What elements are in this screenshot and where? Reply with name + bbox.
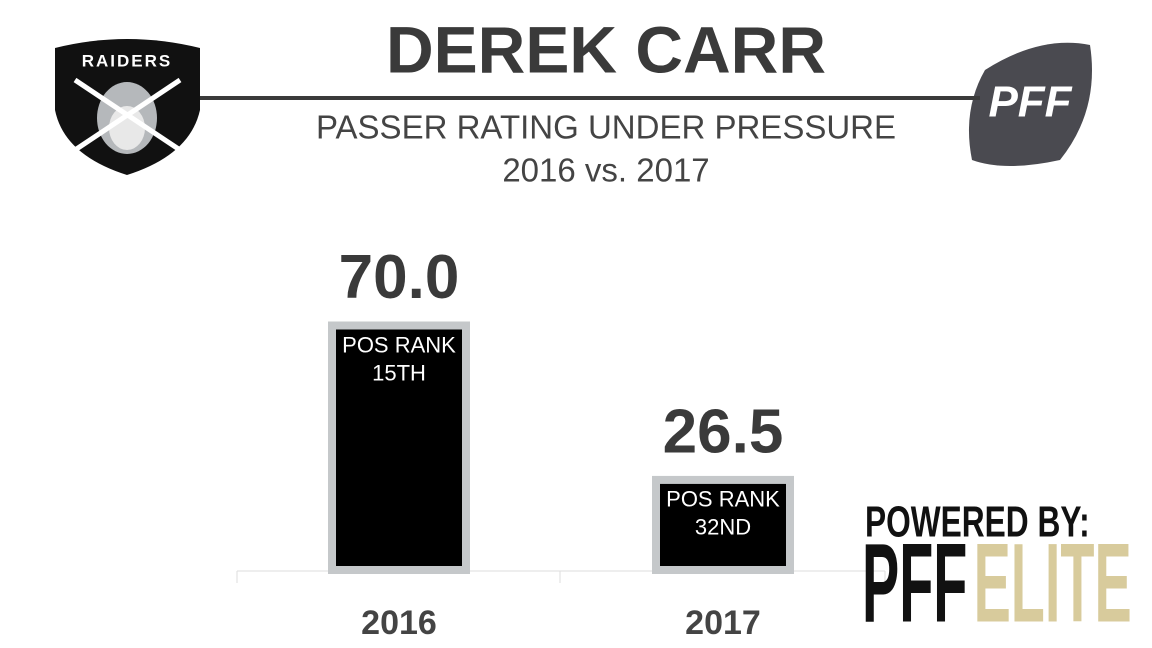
bar-label: POS RANK — [666, 487, 780, 512]
bar — [328, 321, 470, 574]
elite-word: ELITE — [974, 520, 1132, 645]
bar-label: POS RANK — [342, 332, 456, 357]
powered-by-logo: POWERED BY: — [865, 498, 1090, 547]
powered-by: POWERED BY: — [865, 498, 1090, 547]
team-logo-face — [109, 106, 145, 150]
chart-title: DEREK CARR — [386, 12, 826, 86]
x-tick-label: 2017 — [685, 604, 761, 642]
team-name: RAIDERS — [82, 51, 173, 70]
bar — [652, 475, 794, 574]
chart-subtitle: PASSER RATING UNDER PRESSURE — [316, 109, 896, 146]
team-logo-sword — [73, 77, 182, 153]
x-tick-label: 2016 — [361, 604, 437, 642]
bar-label: 32ND — [695, 515, 751, 540]
brand-logo — [968, 42, 1092, 166]
value-label: 70.0 — [339, 243, 460, 312]
elite-pff: PFF — [862, 520, 967, 645]
elite-logo: PFF ELITE — [862, 520, 1132, 645]
brand-name: PFF — [988, 78, 1072, 127]
chart-subtitle: 2016 vs. 2017 — [502, 152, 709, 189]
bar-label: 15TH — [372, 360, 426, 385]
value-label: 26.5 — [663, 397, 784, 466]
